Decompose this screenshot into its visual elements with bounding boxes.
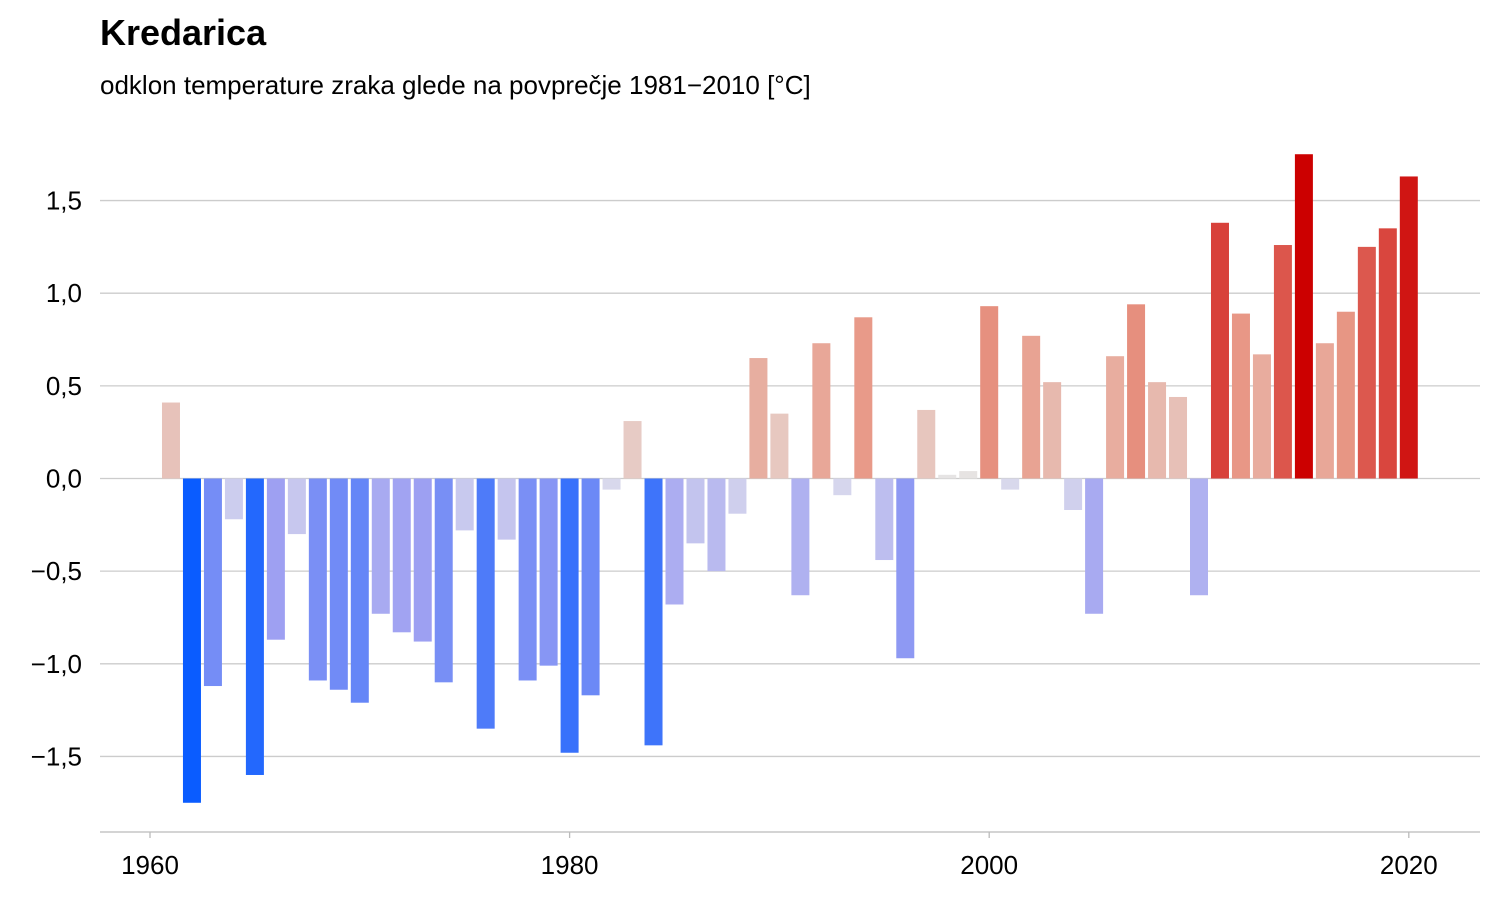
bar-2003 bbox=[1043, 382, 1062, 479]
bar-1968 bbox=[308, 478, 327, 681]
bar-1974 bbox=[434, 478, 453, 683]
bar-1986 bbox=[686, 478, 705, 544]
bar-1970 bbox=[350, 478, 369, 703]
y-tick-label: 0,5 bbox=[46, 371, 82, 401]
bar-1984 bbox=[644, 478, 663, 746]
x-tick-label: 1980 bbox=[541, 850, 599, 880]
bar-1983 bbox=[623, 421, 642, 479]
bar-1964 bbox=[224, 478, 243, 520]
bars bbox=[161, 154, 1418, 803]
bar-2011 bbox=[1210, 222, 1229, 479]
bar-2002 bbox=[1022, 335, 1041, 479]
bar-2020 bbox=[1399, 176, 1418, 479]
x-axis-ticks: 1960 1980 2000 2020 bbox=[121, 832, 1438, 880]
y-tick-label: 1,0 bbox=[46, 278, 82, 308]
bar-2008 bbox=[1148, 382, 1167, 479]
bar-1967 bbox=[287, 478, 306, 535]
y-axis-labels: −1,5 −1,0 −0,5 0,0 0,5 1,0 1,5 bbox=[31, 186, 82, 772]
bar-2001 bbox=[1001, 478, 1020, 490]
bar-1963 bbox=[203, 478, 222, 687]
bar-1994 bbox=[854, 317, 873, 479]
bar-1987 bbox=[707, 478, 726, 572]
bar-2015 bbox=[1294, 154, 1313, 479]
bar-1982 bbox=[602, 478, 621, 490]
bar-2012 bbox=[1231, 313, 1250, 479]
bar-1989 bbox=[749, 358, 768, 479]
y-tick-label: −1,5 bbox=[31, 741, 82, 771]
bar-1991 bbox=[791, 478, 810, 596]
bar-1966 bbox=[266, 478, 285, 640]
bar-2006 bbox=[1106, 356, 1125, 479]
chart-title: Kredarica bbox=[100, 12, 267, 53]
bar-1999 bbox=[959, 471, 978, 479]
bar-1973 bbox=[413, 478, 432, 642]
bar-2005 bbox=[1085, 478, 1104, 614]
bar-1965 bbox=[245, 478, 264, 775]
bar-2016 bbox=[1315, 343, 1334, 479]
y-tick-label: 0,0 bbox=[46, 464, 82, 494]
bar-2007 bbox=[1127, 304, 1146, 479]
bar-2009 bbox=[1169, 396, 1188, 479]
bar-1977 bbox=[497, 478, 516, 540]
bar-2018 bbox=[1357, 246, 1376, 479]
chart-subtitle: odklon temperature zraka glede na povpre… bbox=[100, 70, 811, 100]
bar-1976 bbox=[476, 478, 495, 729]
bar-2010 bbox=[1190, 478, 1208, 596]
y-tick-label: 1,5 bbox=[46, 186, 82, 216]
bar-2019 bbox=[1378, 228, 1397, 479]
bar-1975 bbox=[455, 478, 474, 531]
x-tick-label: 2000 bbox=[960, 850, 1018, 880]
bar-1995 bbox=[875, 478, 894, 561]
bar-1998 bbox=[938, 474, 957, 479]
bar-1996 bbox=[896, 478, 915, 659]
bar-1985 bbox=[665, 478, 684, 605]
bar-1992 bbox=[812, 343, 831, 479]
bar-1971 bbox=[371, 478, 390, 614]
bar-1962 bbox=[182, 478, 201, 803]
bar-1969 bbox=[329, 478, 348, 690]
x-tick-label: 1960 bbox=[121, 850, 179, 880]
bar-2004 bbox=[1064, 478, 1083, 511]
x-tick-label: 2020 bbox=[1380, 850, 1438, 880]
bar-1980 bbox=[560, 478, 579, 753]
bar-1981 bbox=[581, 478, 600, 696]
bar-1961 bbox=[161, 402, 180, 479]
gridlines bbox=[100, 199, 1480, 758]
y-tick-label: −0,5 bbox=[31, 556, 82, 586]
bar-1993 bbox=[833, 478, 852, 496]
bar-1990 bbox=[770, 413, 789, 479]
y-tick-label: −1,0 bbox=[31, 649, 82, 679]
bar-2000 bbox=[980, 306, 999, 479]
bar-1979 bbox=[539, 478, 558, 666]
bar-1997 bbox=[917, 409, 936, 479]
bar-1988 bbox=[728, 478, 747, 514]
bar-2017 bbox=[1336, 311, 1355, 479]
bar-1972 bbox=[392, 478, 411, 633]
bar-2013 bbox=[1252, 354, 1271, 479]
bar-2014 bbox=[1273, 245, 1292, 479]
bar-1978 bbox=[518, 478, 537, 681]
